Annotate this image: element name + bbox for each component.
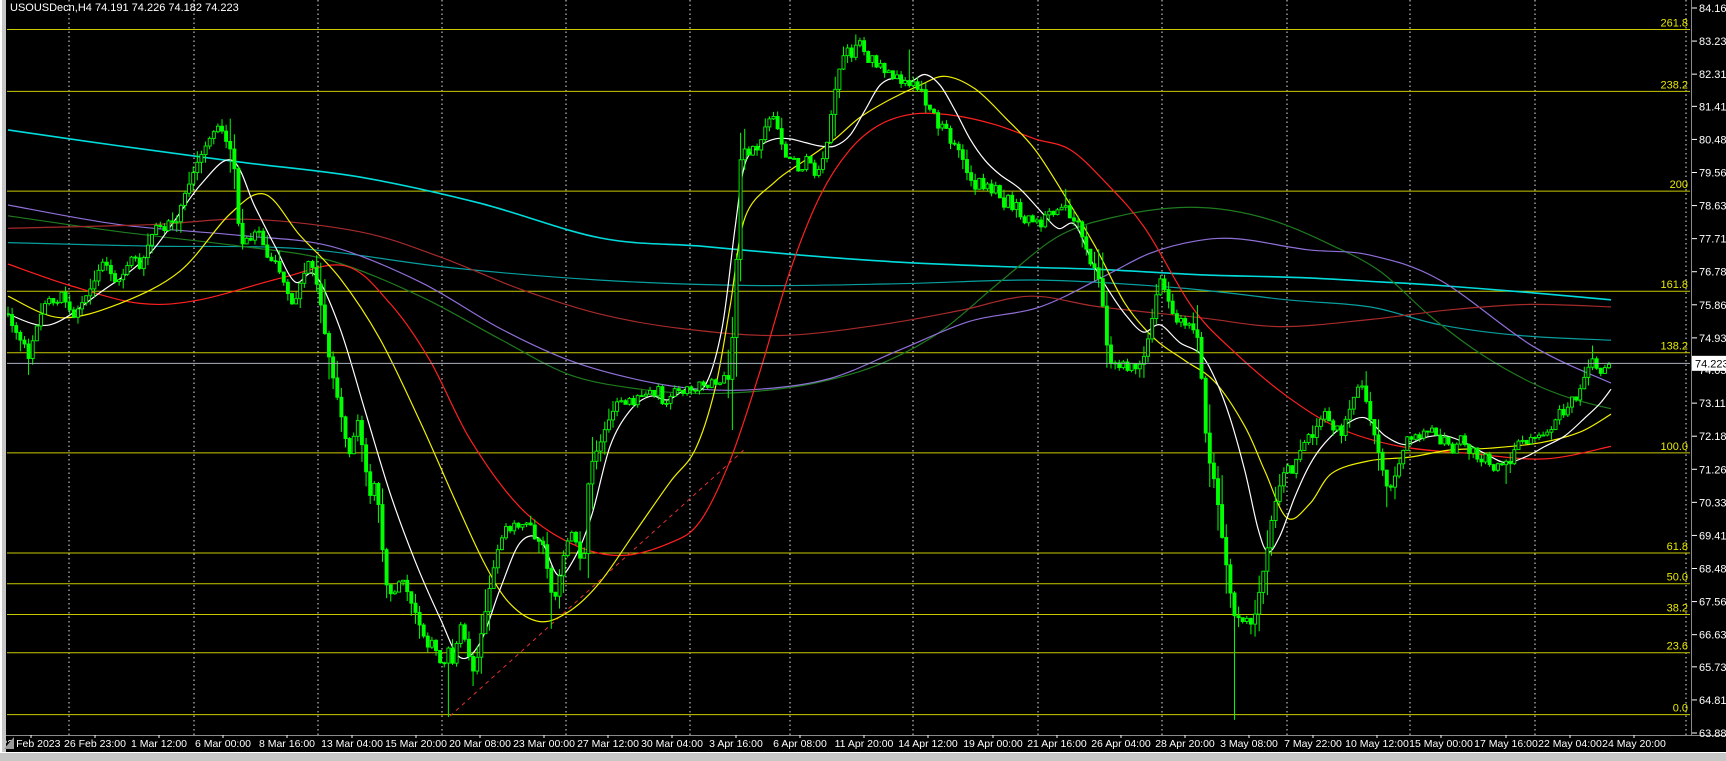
svg-text:79.560: 79.560 bbox=[1699, 167, 1726, 179]
svg-text:13 Mar 04:00: 13 Mar 04:00 bbox=[321, 738, 383, 750]
svg-text:14 Apr 12:00: 14 Apr 12:00 bbox=[898, 738, 958, 750]
svg-text:238.2: 238.2 bbox=[1660, 79, 1688, 91]
svg-text:3 Apr 16:00: 3 Apr 16:00 bbox=[709, 738, 763, 750]
plot-area[interactable] bbox=[7, 0, 1691, 735]
svg-text:23.6: 23.6 bbox=[1667, 641, 1688, 653]
svg-text:100.0: 100.0 bbox=[1660, 441, 1688, 453]
horizontal-scrollbar[interactable] bbox=[0, 752, 1726, 761]
svg-text:138.2: 138.2 bbox=[1660, 341, 1688, 353]
svg-text:7 May 22:00: 7 May 22:00 bbox=[1284, 738, 1342, 750]
svg-text:30 Mar 04:00: 30 Mar 04:00 bbox=[641, 738, 703, 750]
svg-text:24 May 20:00: 24 May 20:00 bbox=[1602, 738, 1666, 750]
svg-text:70.335: 70.335 bbox=[1699, 497, 1726, 509]
svg-text:10 May 12:00: 10 May 12:00 bbox=[1345, 738, 1409, 750]
svg-text:82.310: 82.310 bbox=[1699, 69, 1726, 81]
svg-text:84.160: 84.160 bbox=[1699, 3, 1726, 15]
svg-text:74.223: 74.223 bbox=[1695, 358, 1726, 370]
svg-text:69.410: 69.410 bbox=[1699, 530, 1726, 542]
vertical-gridlines bbox=[68, 0, 1687, 735]
svg-text:17 May 16:00: 17 May 16:00 bbox=[1474, 738, 1538, 750]
svg-text:23 Mar 00:00: 23 Mar 00:00 bbox=[513, 738, 575, 750]
svg-text:6 Mar 00:00: 6 Mar 00:00 bbox=[195, 738, 251, 750]
svg-text:21 Apr 16:00: 21 Apr 16:00 bbox=[1027, 738, 1087, 750]
fibonacci-level-labels: 261.8 238.2 200 161.8 138.2 100.0 61.8 50.0 38.2… bbox=[1660, 17, 1688, 714]
svg-text:22 May 04:00: 22 May 04:00 bbox=[1538, 738, 1602, 750]
time-axis-strip[interactable] bbox=[0, 735, 1726, 752]
svg-text:63.885: 63.885 bbox=[1699, 728, 1726, 740]
svg-text:200: 200 bbox=[1670, 179, 1688, 191]
ma-teal-line bbox=[7, 242, 1612, 341]
svg-text:1 Mar 12:00: 1 Mar 12:00 bbox=[131, 738, 187, 750]
svg-text:8 Mar 16:00: 8 Mar 16:00 bbox=[259, 738, 315, 750]
window-left-highlight bbox=[0, 0, 2, 761]
svg-text:81.410: 81.410 bbox=[1699, 101, 1726, 113]
svg-text:11 Apr 20:00: 11 Apr 20:00 bbox=[835, 738, 894, 750]
svg-text:61.8: 61.8 bbox=[1667, 541, 1688, 553]
svg-text:3 May 08:00: 3 May 08:00 bbox=[1220, 738, 1278, 750]
svg-text:65.735: 65.735 bbox=[1699, 662, 1726, 674]
svg-text:261.8: 261.8 bbox=[1660, 17, 1688, 29]
trendline-dashed[interactable] bbox=[449, 448, 746, 717]
svg-text:76.785: 76.785 bbox=[1699, 267, 1726, 279]
svg-text:64.810: 64.810 bbox=[1699, 695, 1726, 707]
svg-text:80.485: 80.485 bbox=[1699, 134, 1726, 146]
svg-text:78.635: 78.635 bbox=[1699, 201, 1726, 213]
fibonacci-retracement-lines[interactable] bbox=[7, 28, 1690, 716]
ma-red-slow-line bbox=[7, 218, 1612, 337]
ma-yellow-line bbox=[7, 75, 1612, 623]
svg-text:6 Apr 08:00: 6 Apr 08:00 bbox=[773, 738, 827, 750]
svg-text:67.560: 67.560 bbox=[1699, 597, 1726, 609]
svg-text:71.260: 71.260 bbox=[1699, 464, 1726, 476]
svg-text:74.935: 74.935 bbox=[1699, 333, 1726, 345]
svg-text:161.8: 161.8 bbox=[1660, 279, 1688, 291]
svg-text:75.860: 75.860 bbox=[1699, 300, 1726, 312]
svg-text:26 Feb 23:00: 26 Feb 23:00 bbox=[64, 738, 126, 750]
window-left-border bbox=[2, 0, 6, 761]
ma-cyan-line bbox=[7, 129, 1612, 301]
svg-text:20 Mar 08:00: 20 Mar 08:00 bbox=[449, 738, 511, 750]
svg-text:50.0: 50.0 bbox=[1667, 572, 1688, 584]
chart-symbol-ohlc-label: USOUSDecn,H4 74.191 74.226 74.182 74.223 bbox=[10, 2, 239, 14]
svg-text:68.485: 68.485 bbox=[1699, 564, 1726, 576]
svg-text:19 Apr 00:00: 19 Apr 00:00 bbox=[963, 738, 1023, 750]
svg-text:26 Apr 04:00: 26 Apr 04:00 bbox=[1091, 738, 1151, 750]
time-axis-labels[interactable]: 22 Feb 2023 26 Feb 23:00 1 Mar 12:00 6 Mar … bbox=[2, 735, 1666, 750]
svg-text:15 Mar 20:00: 15 Mar 20:00 bbox=[385, 738, 447, 750]
svg-text:27 Mar 12:00: 27 Mar 12:00 bbox=[577, 738, 639, 750]
svg-text:66.635: 66.635 bbox=[1699, 630, 1726, 642]
svg-text:0.0: 0.0 bbox=[1673, 703, 1688, 715]
svg-text:83.235: 83.235 bbox=[1699, 36, 1726, 48]
svg-text:38.2: 38.2 bbox=[1667, 602, 1688, 614]
ma-purple-line bbox=[7, 204, 1612, 392]
svg-text:77.710: 77.710 bbox=[1699, 234, 1726, 246]
candlesticks bbox=[7, 34, 1611, 720]
svg-text:72.185: 72.185 bbox=[1699, 431, 1726, 443]
current-price-box: 74.223 bbox=[1692, 355, 1726, 371]
svg-text:15 May 00:00: 15 May 00:00 bbox=[1409, 738, 1473, 750]
svg-text:73.110: 73.110 bbox=[1699, 398, 1726, 410]
scroll-corner-triangle bbox=[4, 737, 14, 749]
svg-text:28 Apr 20:00: 28 Apr 20:00 bbox=[1155, 738, 1215, 750]
price-axis-labels[interactable]: 84.160 83.235 82.310 81.410 80.485 79.560 78.6… bbox=[1692, 3, 1726, 740]
svg-text:22 Feb 2023: 22 Feb 2023 bbox=[2, 738, 61, 750]
